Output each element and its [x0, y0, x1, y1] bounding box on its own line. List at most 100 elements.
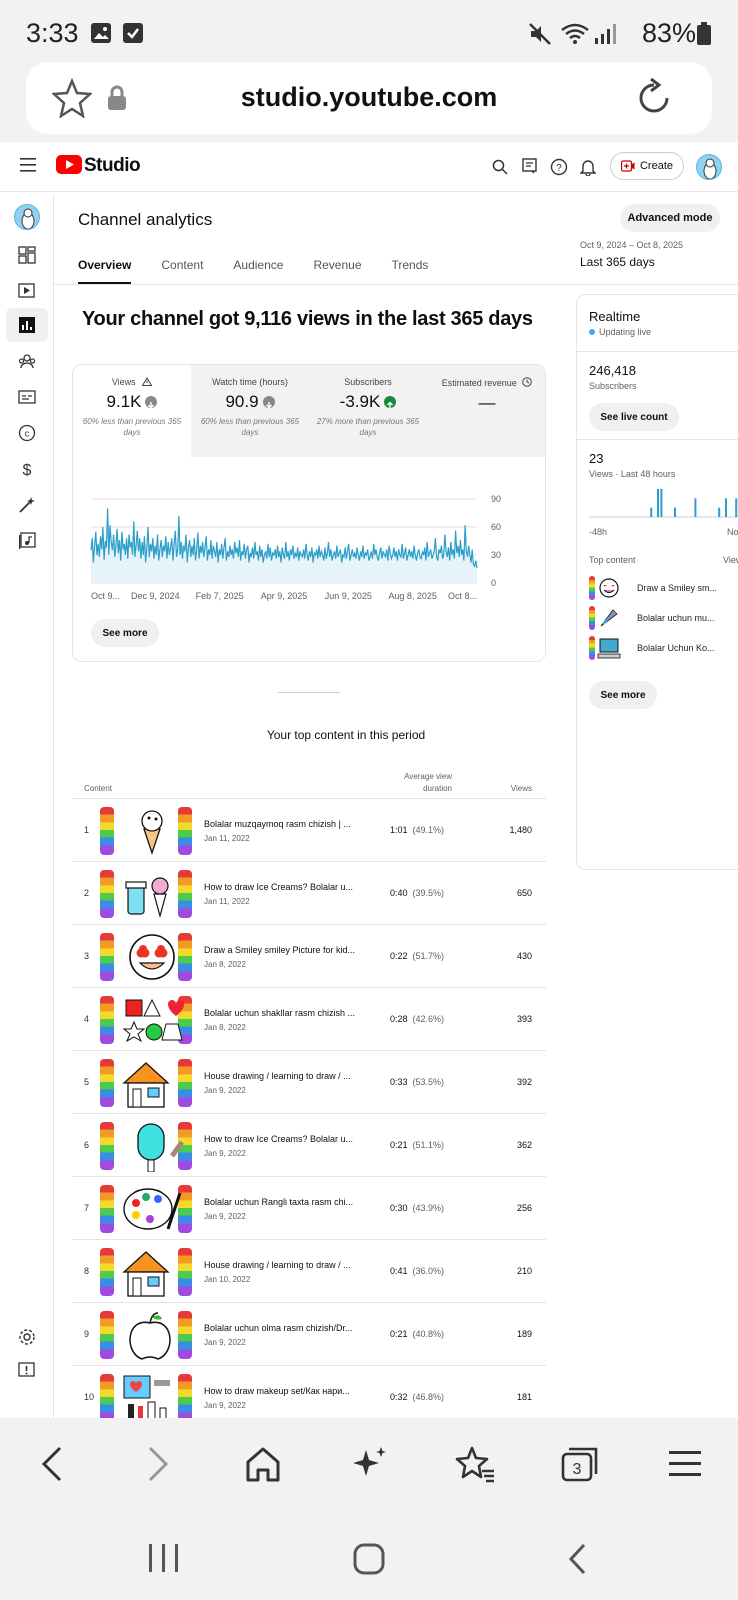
tab-trends[interactable]: Trends: [391, 258, 429, 272]
overview-see-more-button[interactable]: See more: [91, 619, 159, 647]
video-title[interactable]: Bolalar uchun olma rasm chizish/Dr...: [204, 1323, 353, 1333]
realtime-item[interactable]: Bolalar uchun mu...: [589, 605, 738, 631]
menu-icon[interactable]: [20, 158, 36, 172]
svg-text:c: c: [25, 429, 30, 439]
notifications-bell-icon[interactable]: [580, 158, 596, 176]
video-title[interactable]: Bolalar uchun Rangli taxta rasm chi...: [204, 1197, 354, 1207]
date-range[interactable]: Oct 9, 2024 – Oct 8, 2025: [580, 240, 684, 250]
channel-avatar[interactable]: [14, 204, 40, 230]
apple-thumbnail-icon: [129, 1312, 171, 1360]
row-number: 2: [84, 888, 90, 898]
shapes-thumbnail-icon: [122, 998, 184, 1043]
forward-icon[interactable]: [144, 1444, 172, 1484]
system-back-icon[interactable]: [566, 1542, 590, 1576]
subtitles-icon[interactable]: [18, 388, 36, 406]
settings-gear-icon[interactable]: [18, 1328, 36, 1346]
metric-subscribers[interactable]: Subscribers -3.9K 27% more than previous…: [309, 365, 427, 457]
ai-sparkle-icon[interactable]: [350, 1444, 390, 1484]
home-icon[interactable]: [244, 1444, 282, 1484]
recent-apps-icon[interactable]: [146, 1542, 182, 1574]
crayons-decoration: [100, 1059, 114, 1107]
community-icon[interactable]: [18, 352, 36, 370]
bookmarks-icon[interactable]: [454, 1444, 496, 1484]
average-view-duration: 0:33 (53.5%): [390, 1077, 444, 1087]
help-icon[interactable]: ?: [550, 158, 568, 176]
table-row[interactable]: 10 How to draw makeup set/Как нари... Jan …: [72, 1365, 546, 1418]
lock-icon: [108, 85, 126, 110]
status-time: 3:33: [26, 18, 79, 48]
column-avd-line2: duration: [423, 784, 452, 793]
metric-value: -3.9K: [339, 392, 381, 411]
browser-menu-icon[interactable]: [668, 1444, 702, 1484]
tabs-icon[interactable]: 3: [560, 1444, 600, 1484]
avd-time: 0:22: [390, 951, 408, 961]
home-button-icon[interactable]: [352, 1542, 386, 1576]
video-title[interactable]: How to draw Ice Creams? Bolalar u...: [204, 882, 354, 892]
table-row[interactable]: 7 Bolalar uchun Rangli taxta rasm chi... J…: [72, 1176, 546, 1239]
tab-revenue[interactable]: Revenue: [313, 258, 362, 272]
video-views: 181: [516, 1392, 532, 1402]
table-row[interactable]: 6 How to draw Ice Creams? Bolalar u... Jan…: [72, 1113, 546, 1176]
dashboard-icon[interactable]: [18, 246, 36, 264]
metric-estimated-revenue[interactable]: Estimated revenue —: [427, 365, 545, 457]
earn-dollar-icon[interactable]: $: [18, 460, 36, 478]
x-tick-label: Aug 8, 2025: [388, 591, 437, 601]
account-avatar[interactable]: [696, 154, 722, 180]
copyright-icon[interactable]: c: [18, 424, 36, 442]
tab-audience[interactable]: Audience: [233, 258, 284, 272]
send-feedback-icon[interactable]: [18, 1362, 36, 1380]
advanced-mode-button[interactable]: Advanced mode: [620, 204, 720, 232]
realtime-bar: [718, 507, 721, 517]
video-views: 430: [516, 951, 532, 961]
audio-library-icon[interactable]: [18, 532, 36, 550]
feedback-icon[interactable]: [522, 158, 538, 174]
video-views: 362: [516, 1140, 532, 1150]
reload-icon[interactable]: [634, 76, 674, 120]
video-thumbnail: [100, 1120, 192, 1172]
realtime-views-column: View: [723, 555, 738, 565]
tab-overview[interactable]: Overview: [78, 258, 132, 285]
address-bar[interactable]: studio.youtube.com: [26, 62, 712, 134]
metric-watch-time[interactable]: Watch time (hours) 90.9 60% less than pr…: [191, 365, 309, 457]
video-title[interactable]: House drawing / learning to draw / ...: [204, 1260, 351, 1270]
video-title[interactable]: How to draw Ice Creams? Bolalar u...: [204, 1134, 354, 1144]
palette-thumbnail-icon: [123, 1188, 182, 1230]
metric-value: 9.1K: [106, 392, 142, 411]
video-title[interactable]: Bolalar uchun shakllar rasm chizish ...: [204, 1008, 356, 1018]
tab-content[interactable]: Content: [161, 258, 204, 272]
search-icon[interactable]: [492, 159, 508, 175]
table-row[interactable]: 4 Bolalar uchun shakllar rasm chizish ...…: [72, 987, 546, 1050]
video-title[interactable]: Bolalar muzqaymoq rasm chizish | ...: [204, 819, 351, 829]
realtime-see-more-button[interactable]: See more: [589, 681, 657, 709]
youtube-logo-icon[interactable]: [56, 155, 82, 174]
video-title[interactable]: How to draw makeup set/Как нари...: [204, 1386, 350, 1396]
back-icon[interactable]: [38, 1444, 66, 1484]
table-row[interactable]: 9 Bolalar uchun olma rasm chizish/Dr... Ja…: [72, 1302, 546, 1365]
video-title[interactable]: House drawing / learning to draw / ...: [204, 1071, 351, 1081]
studio-app: Studio ? Create c $ Channel analytics Ad…: [0, 142, 738, 1418]
table-row[interactable]: 8 House drawing / learning to draw / ... J…: [72, 1239, 546, 1302]
create-button[interactable]: Create: [610, 152, 684, 180]
bookmark-star-icon[interactable]: [52, 78, 92, 118]
see-live-count-button[interactable]: See live count: [589, 403, 679, 431]
metric-views[interactable]: Views 9.1K 60% less than previous 365 da…: [73, 365, 191, 457]
row-number: 7: [84, 1203, 90, 1213]
realtime-item[interactable]: Bolalar Uchun Ko...: [589, 635, 738, 661]
table-row[interactable]: 3 Draw a Smiley smiley Picture for kid...…: [72, 924, 546, 987]
crayons-decoration: [178, 1374, 192, 1418]
analytics-icon[interactable]: [18, 316, 36, 334]
content-icon[interactable]: [18, 282, 36, 300]
date-range-label[interactable]: Last 365 days: [580, 255, 655, 269]
crayons-decoration: [100, 807, 114, 855]
average-view-duration: 0:30 (43.9%): [390, 1203, 444, 1213]
table-row[interactable]: 2 How to draw Ice Creams? Bolalar u... Jan…: [72, 861, 546, 924]
customization-wand-icon[interactable]: [18, 496, 36, 514]
crayons-decoration: [178, 1122, 192, 1170]
url-text[interactable]: studio.youtube.com: [240, 82, 498, 112]
table-row[interactable]: 1 Bolalar muzqaymoq rasm chizish | ... Jan…: [72, 798, 546, 861]
studio-logo-text[interactable]: Studio: [84, 155, 141, 176]
video-title[interactable]: Draw a Smiley smiley Picture for kid...: [204, 945, 356, 955]
realtime-item[interactable]: Draw a Smiley sm...: [589, 575, 738, 601]
table-row[interactable]: 5 House drawing / learning to draw / ... J…: [72, 1050, 546, 1113]
video-views: 189: [516, 1329, 532, 1339]
